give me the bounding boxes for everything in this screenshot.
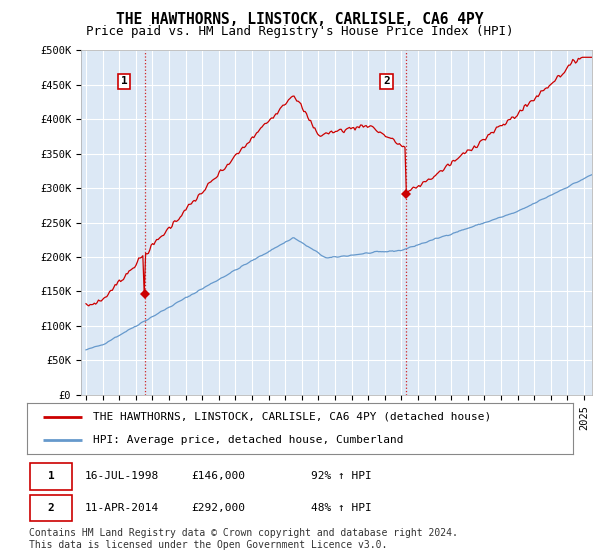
Text: Contains HM Land Registry data © Crown copyright and database right 2024.
This d: Contains HM Land Registry data © Crown c… bbox=[29, 528, 458, 550]
FancyBboxPatch shape bbox=[30, 495, 73, 521]
Text: £146,000: £146,000 bbox=[191, 472, 245, 482]
Text: 11-APR-2014: 11-APR-2014 bbox=[85, 503, 158, 513]
Text: £292,000: £292,000 bbox=[191, 503, 245, 513]
Text: THE HAWTHORNS, LINSTOCK, CARLISLE, CA6 4PY: THE HAWTHORNS, LINSTOCK, CARLISLE, CA6 4… bbox=[116, 12, 484, 27]
Text: Price paid vs. HM Land Registry's House Price Index (HPI): Price paid vs. HM Land Registry's House … bbox=[86, 25, 514, 38]
Text: 16-JUL-1998: 16-JUL-1998 bbox=[85, 472, 158, 482]
FancyBboxPatch shape bbox=[30, 463, 73, 489]
Text: HPI: Average price, detached house, Cumberland: HPI: Average price, detached house, Cumb… bbox=[92, 435, 403, 445]
Text: 2: 2 bbox=[47, 503, 55, 513]
Text: 92% ↑ HPI: 92% ↑ HPI bbox=[311, 472, 371, 482]
Text: 1: 1 bbox=[121, 76, 128, 86]
Text: THE HAWTHORNS, LINSTOCK, CARLISLE, CA6 4PY (detached house): THE HAWTHORNS, LINSTOCK, CARLISLE, CA6 4… bbox=[92, 412, 491, 422]
Text: 1: 1 bbox=[47, 472, 55, 482]
Text: 2: 2 bbox=[383, 76, 390, 86]
Text: 48% ↑ HPI: 48% ↑ HPI bbox=[311, 503, 371, 513]
